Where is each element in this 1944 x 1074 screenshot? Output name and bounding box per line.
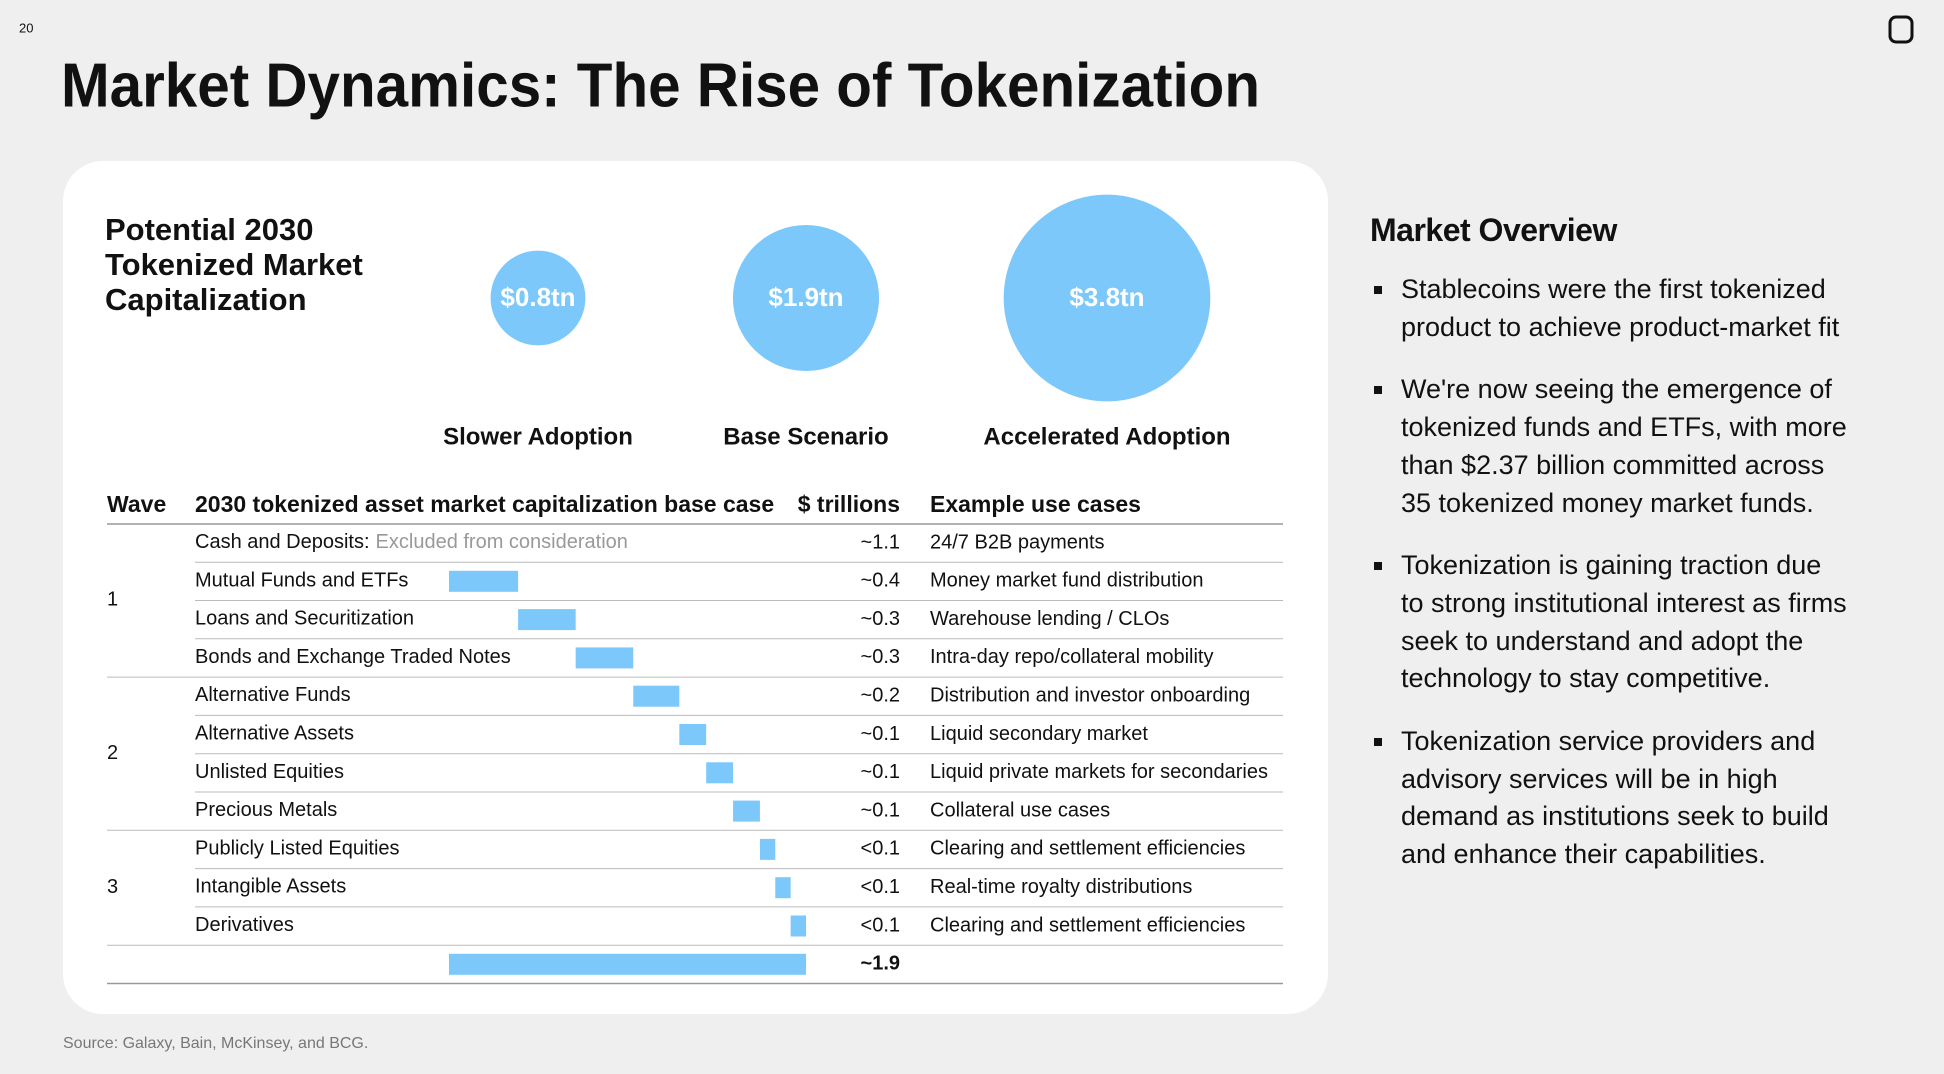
value-label: ~0.4 [861,570,900,592]
total-label: ~1.9 [861,953,900,975]
waterfall-bar [449,570,519,592]
card-title: Capitalization [105,282,307,317]
wave-label: 2 [107,742,118,764]
value-label: ~0.1 [861,799,900,821]
value-label: <0.1 [861,914,900,936]
value-label: ~0.1 [861,761,900,783]
waterfall-bar [790,915,806,937]
category: Loans and Securitization [195,608,414,630]
card-title: Tokenized Market [105,247,363,282]
value-label: <0.1 [861,876,900,898]
scenario-name: Accelerated Adoption [983,423,1230,450]
bubble [1003,194,1211,402]
category: Alternative Funds [195,684,351,706]
waterfall-bar [518,609,576,631]
row-label: Alternative Assets [195,723,354,745]
use-case: Distribution and investor onboarding [930,684,1250,706]
table-header: $ trillions [798,491,900,517]
category: Intangible Assets [195,876,346,898]
overview-title: Market Overview [1370,212,1617,248]
logo [1888,15,1914,44]
row-label: Intangible Assets [195,876,346,898]
row-label: Derivatives [195,914,294,936]
scenario-name: Slower Adoption [443,423,633,450]
source: Source: Galaxy, Bain, McKinsey, and BCG. [63,1035,368,1052]
use-case: Real-time royalty distributions [930,876,1192,898]
bubble-label: $0.8tn [500,282,575,312]
waterfall-bar [759,838,776,860]
waterfall-bar [633,685,680,707]
bullet: Stablecoins were the first tokenized pro… [1370,271,1851,346]
use-case: Clearing and settlement efficiencies [930,914,1245,936]
bullet-list: Stablecoins were the first tokenized pro… [1370,271,1870,874]
waterfall-bar [575,647,634,669]
use-case: Intra-day repo/collateral mobility [930,646,1213,668]
value-label: ~0.2 [861,684,900,706]
title: Market Dynamics: The Rise of Tokenizatio… [61,51,1260,120]
row-label: Precious Metals [195,799,337,821]
bubble [490,250,586,346]
total-bar [449,953,806,975]
bubble-label: $3.8tn [1069,282,1144,312]
row-label: Bonds and Exchange Traded Notes [195,646,511,668]
row-label: Alternative Funds [195,684,351,706]
page-number: 20 [19,20,33,35]
category: Bonds and Exchange Traded Notes [195,646,511,668]
bullet: Tokenization is gaining traction due to … [1370,547,1851,698]
row-label: Mutual Funds and ETFs [195,570,408,592]
bullet: Tokenization service providers and advis… [1370,723,1851,874]
bubble-label: $1.9tn [768,282,843,312]
value-label: <0.1 [861,838,900,860]
waterfall-bar [679,724,707,745]
category: Derivatives [195,914,294,936]
use-case: Money market fund distribution [930,570,1203,592]
scenario-name: Base Scenario [723,423,888,450]
row-label: Unlisted Equities [195,761,344,783]
use-case: Collateral use cases [930,799,1110,821]
category: Cash and Deposits: [195,531,370,553]
overview: Market Overview Stablecoins were the fir… [1370,212,1870,899]
card-title: Potential 2030 [105,212,313,247]
use-case: 24/7 B2B payments [930,531,1105,553]
category: Unlisted Equities [195,761,344,783]
row-label: Cash and Deposits: Excluded from consider… [195,531,628,553]
use-case: Warehouse lending / CLOs [930,608,1169,630]
value-label: ~0.3 [861,646,900,668]
note: Excluded from consideration [376,531,628,553]
bullet: We're now seeing the emergence of tokeni… [1370,371,1851,522]
value-label: ~1.1 [861,531,900,553]
card [63,161,1328,1014]
row-label: Publicly Listed Equities [195,838,400,860]
category: Alternative Assets [195,723,354,745]
waterfall-bar [775,877,791,899]
row-label: Loans and Securitization [195,608,414,630]
table-header: Wave [107,491,166,517]
use-case: Clearing and settlement efficiencies [930,838,1245,860]
wave-label: 1 [107,589,118,611]
value-label: ~0.1 [861,723,900,745]
waterfall-bar [706,762,734,784]
waterfall-bar [733,800,760,822]
bubble [732,224,880,372]
use-case: Liquid secondary market [930,723,1148,745]
value-label: ~0.3 [861,608,900,630]
category: Precious Metals [195,799,337,821]
use-case: Liquid private markets for secondaries [930,761,1268,783]
category: Mutual Funds and ETFs [195,570,408,592]
table-header: Example use cases [930,491,1141,517]
wave-label: 3 [107,876,118,898]
table-header: 2030 tokenized asset market capitalizati… [195,491,774,517]
category: Publicly Listed Equities [195,838,400,860]
